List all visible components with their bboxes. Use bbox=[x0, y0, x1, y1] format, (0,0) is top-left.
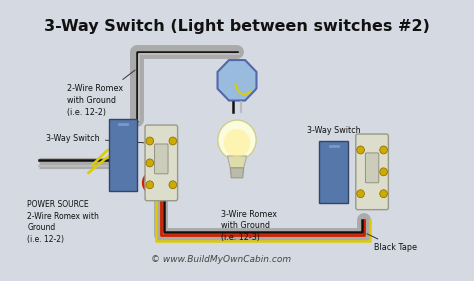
Text: © www.BuildMyOwnCabin.com: © www.BuildMyOwnCabin.com bbox=[151, 255, 291, 264]
FancyBboxPatch shape bbox=[365, 153, 379, 183]
Text: 3-Way Switch: 3-Way Switch bbox=[307, 126, 384, 143]
FancyBboxPatch shape bbox=[356, 134, 388, 210]
Circle shape bbox=[146, 181, 154, 189]
Text: Black Tape: Black Tape bbox=[367, 234, 417, 252]
Text: 3-Way Switch: 3-Way Switch bbox=[46, 133, 144, 143]
Circle shape bbox=[380, 168, 387, 176]
Polygon shape bbox=[230, 168, 244, 178]
Text: 3-Wire Romex
with Ground
(i.e. 12-3): 3-Wire Romex with Ground (i.e. 12-3) bbox=[221, 210, 277, 242]
FancyBboxPatch shape bbox=[109, 119, 137, 191]
Circle shape bbox=[380, 146, 387, 154]
Circle shape bbox=[146, 137, 154, 145]
Circle shape bbox=[146, 159, 154, 167]
FancyBboxPatch shape bbox=[8, 0, 466, 281]
Circle shape bbox=[357, 190, 365, 198]
FancyBboxPatch shape bbox=[319, 141, 348, 203]
Text: 2-Wire Romex
with Ground
(i.e. 12-2): 2-Wire Romex with Ground (i.e. 12-2) bbox=[67, 70, 135, 117]
Text: 3-Way Switch (Light between switches #2): 3-Way Switch (Light between switches #2) bbox=[44, 19, 430, 34]
Circle shape bbox=[357, 146, 365, 154]
Circle shape bbox=[380, 190, 387, 198]
Circle shape bbox=[169, 137, 177, 145]
Circle shape bbox=[218, 120, 256, 160]
FancyBboxPatch shape bbox=[145, 125, 178, 201]
Circle shape bbox=[224, 129, 250, 157]
Polygon shape bbox=[218, 60, 256, 101]
FancyBboxPatch shape bbox=[155, 144, 168, 174]
Circle shape bbox=[169, 181, 177, 189]
Text: POWER SOURCE
2-Wire Romex with
Ground
(i.e. 12-2): POWER SOURCE 2-Wire Romex with Ground (i… bbox=[27, 200, 99, 244]
Polygon shape bbox=[228, 156, 246, 168]
